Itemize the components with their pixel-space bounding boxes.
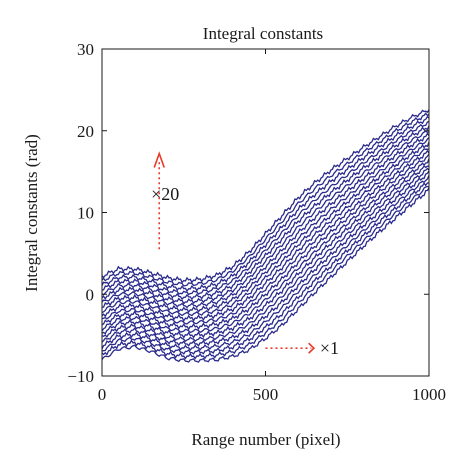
plot-area — [101, 109, 430, 363]
annotation-arrowhead-x1 — [308, 342, 316, 354]
series-line — [101, 141, 430, 317]
series-line — [101, 182, 429, 355]
annotation-label-x20: ×20 — [151, 184, 179, 204]
chart-title: Integral constants — [203, 24, 323, 43]
x-tick-label: 1000 — [412, 385, 446, 404]
y-tick-label: 20 — [77, 122, 94, 141]
x-tick-label: 500 — [253, 385, 279, 404]
annotations: ×20 ×1 — [151, 151, 339, 358]
y-tick-label: 0 — [86, 285, 95, 304]
series-line — [101, 175, 430, 351]
series-line — [101, 149, 430, 325]
series-line — [101, 120, 430, 296]
series-line — [101, 130, 430, 305]
series-line — [101, 148, 430, 322]
y-axis-label: Integral constants (rad) — [22, 134, 41, 292]
y-tick-label: −10 — [67, 367, 94, 386]
series-line — [101, 112, 430, 287]
annotation-label-x1: ×1 — [320, 338, 339, 358]
series-line — [101, 187, 430, 363]
x-axis-label: Range number (pixel) — [191, 430, 340, 449]
series-line — [101, 158, 430, 334]
series-line — [101, 115, 430, 293]
annotation-arrowhead-x20 — [153, 151, 165, 168]
series-line — [101, 185, 430, 360]
series-line — [101, 132, 430, 309]
y-tick-label: 30 — [77, 40, 94, 59]
y-tick-label: 10 — [77, 204, 94, 223]
series-line — [101, 165, 429, 339]
series-line — [101, 137, 430, 314]
x-tick-label: 0 — [98, 385, 107, 404]
series-line — [101, 109, 430, 284]
series-line — [101, 125, 430, 301]
series-line — [101, 153, 430, 331]
series-line — [101, 170, 430, 347]
series-line — [101, 167, 430, 343]
